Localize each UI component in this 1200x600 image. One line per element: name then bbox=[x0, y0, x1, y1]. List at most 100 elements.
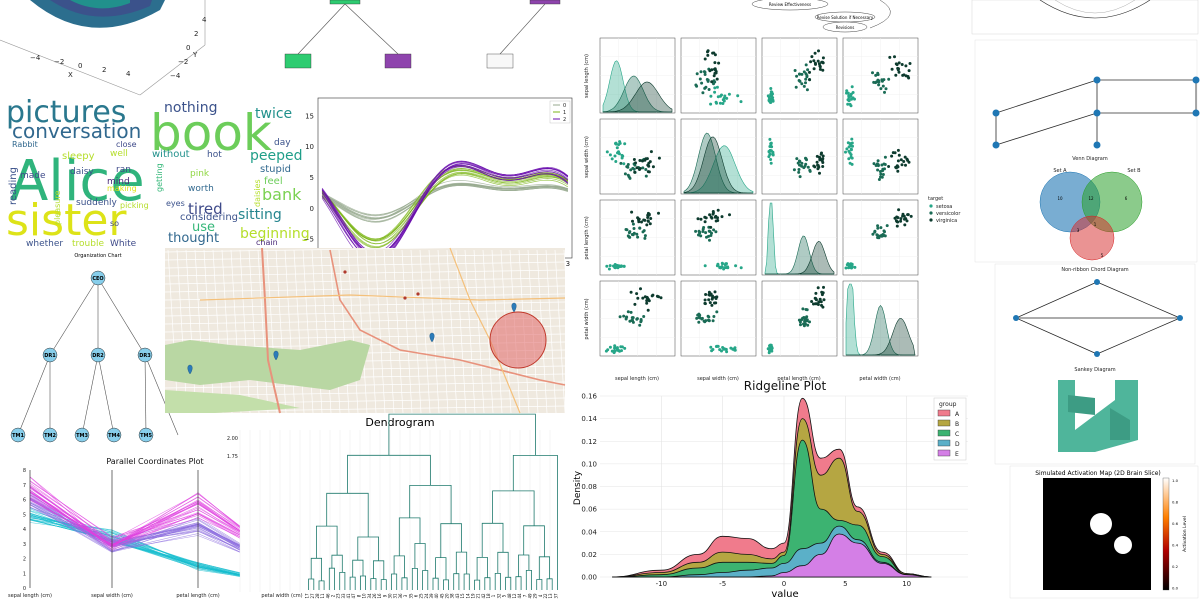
map-street bbox=[338, 249, 350, 414]
activation-cbar-tick: 0.4 bbox=[1172, 543, 1179, 548]
pair-point-virginica bbox=[821, 60, 825, 64]
org-link bbox=[97, 277, 146, 356]
pair-point-virginica bbox=[715, 77, 719, 81]
pair-point-versicolor bbox=[638, 323, 642, 327]
pair-point-setosa bbox=[605, 264, 609, 268]
map-marker-dot bbox=[416, 292, 420, 296]
pair-point-virginica bbox=[643, 158, 647, 162]
venn-diagram: Venn Diagram Set A Set B 10 12 6 3 1 5 bbox=[1039, 156, 1143, 261]
dendrogram-link bbox=[357, 536, 379, 561]
pair-point-setosa bbox=[727, 92, 731, 96]
pair-point-setosa bbox=[613, 264, 617, 268]
pair-point-virginica bbox=[819, 152, 823, 156]
map-street bbox=[365, 249, 377, 414]
pair-point-setosa bbox=[729, 346, 733, 350]
ridgeline-legend-title: group bbox=[939, 401, 957, 408]
pair-point-versicolor bbox=[712, 228, 716, 232]
pair-point-versicolor bbox=[644, 168, 648, 171]
org-chart-title: Organization Chart bbox=[74, 253, 121, 259]
pair-point-versicolor bbox=[808, 320, 811, 324]
pair-point-virginica bbox=[816, 303, 820, 306]
pair-point-versicolor bbox=[872, 162, 876, 166]
dendrogram-leaf-label: 48 bbox=[507, 593, 512, 599]
pair-point-versicolor bbox=[803, 319, 807, 323]
pair-point-setosa bbox=[620, 264, 623, 268]
org-node-dr2 bbox=[90, 347, 106, 363]
pair-point-versicolor bbox=[881, 84, 885, 88]
pair-point-setosa bbox=[771, 153, 775, 157]
dendrogram-leaf-label: 49 bbox=[527, 593, 532, 599]
map-street bbox=[164, 269, 566, 277]
pair-point-setosa bbox=[769, 343, 773, 347]
pair-point-versicolor bbox=[708, 238, 711, 242]
dendrogram-link bbox=[380, 579, 387, 590]
pair-point-versicolor bbox=[703, 86, 707, 90]
pair-point-versicolor bbox=[883, 90, 886, 94]
dendrogram-link bbox=[505, 576, 512, 590]
pair-point-virginica bbox=[657, 156, 661, 160]
dendrogram-link bbox=[393, 555, 405, 578]
pair-point-versicolor bbox=[795, 157, 799, 161]
ridgeline-x-tick: 10 bbox=[902, 580, 911, 588]
dendrogram-leaf-label: 28 bbox=[315, 593, 320, 599]
network-graph bbox=[992, 76, 1200, 149]
pair-point-setosa bbox=[850, 262, 854, 266]
chord-node bbox=[1094, 351, 1100, 357]
pair-point-virginica bbox=[818, 297, 822, 301]
map-highlight-circle[interactable] bbox=[489, 311, 547, 369]
pair-point-virginica bbox=[904, 64, 908, 68]
pair-point-virginica bbox=[897, 153, 901, 157]
pair-point-setosa bbox=[721, 102, 725, 105]
activation-cbar-tick: 0.0 bbox=[1172, 586, 1179, 591]
pair-point-versicolor bbox=[697, 233, 700, 237]
pair-point-versicolor bbox=[805, 88, 809, 92]
pair-point-virginica bbox=[636, 296, 640, 300]
pair-point-virginica bbox=[646, 216, 650, 219]
word-made: made bbox=[20, 171, 46, 181]
pair-point-setosa bbox=[768, 152, 772, 156]
pair-point-setosa bbox=[850, 97, 853, 101]
pair-legend-virginica: virginica bbox=[936, 218, 957, 224]
pair-point-virginica bbox=[822, 285, 825, 289]
pair-point-setosa bbox=[703, 264, 707, 268]
pair-point-virginica bbox=[713, 215, 717, 219]
pair-point-virginica bbox=[897, 61, 901, 65]
pair-point-versicolor bbox=[884, 87, 888, 91]
pair-point-setosa bbox=[608, 153, 612, 157]
word-rabbit: Rabbit bbox=[12, 140, 38, 149]
pair-point-virginica bbox=[638, 159, 642, 162]
pair-point-setosa bbox=[709, 94, 713, 98]
map-street bbox=[164, 301, 566, 309]
activation-blob bbox=[1114, 536, 1132, 554]
org-node-tm5-label: TM5 bbox=[140, 433, 152, 439]
network-node bbox=[992, 141, 1000, 149]
map-street bbox=[419, 249, 431, 414]
pair-point-setosa bbox=[771, 99, 775, 103]
pair-point-setosa bbox=[736, 94, 740, 98]
pair-point-versicolor bbox=[700, 81, 704, 85]
andrews-curve-1 bbox=[321, 168, 569, 245]
pair-point-virginica bbox=[704, 293, 708, 296]
word-trouble: trouble bbox=[72, 239, 104, 249]
venn-region-value: 1 bbox=[1094, 222, 1097, 227]
pair-point-virginica bbox=[899, 217, 903, 221]
andrews-curve-0 bbox=[321, 184, 569, 223]
org-node-dr1-label: DR1 bbox=[44, 353, 56, 359]
pair-point-versicolor bbox=[792, 168, 796, 172]
pair-point-setosa bbox=[847, 94, 851, 98]
pair-point-virginica bbox=[638, 167, 642, 170]
pair-point-virginica bbox=[820, 303, 823, 307]
word-pictures: pictures bbox=[6, 95, 126, 130]
dendrogram-link bbox=[476, 557, 488, 581]
pair-point-virginica bbox=[712, 74, 716, 78]
pair-point-virginica bbox=[902, 214, 906, 218]
pair-point-virginica bbox=[640, 220, 643, 224]
pair-point-versicolor bbox=[695, 84, 699, 88]
pair-legend-versicolor: versicolor bbox=[936, 211, 961, 217]
org-node-tm2-label: TM2 bbox=[44, 433, 56, 439]
ridgeline-ylabel: Density bbox=[573, 470, 583, 505]
andrews-curve-0 bbox=[321, 184, 568, 216]
ridgeline-legend-swatch-A bbox=[937, 409, 951, 417]
pair-point-virginica bbox=[818, 156, 822, 160]
